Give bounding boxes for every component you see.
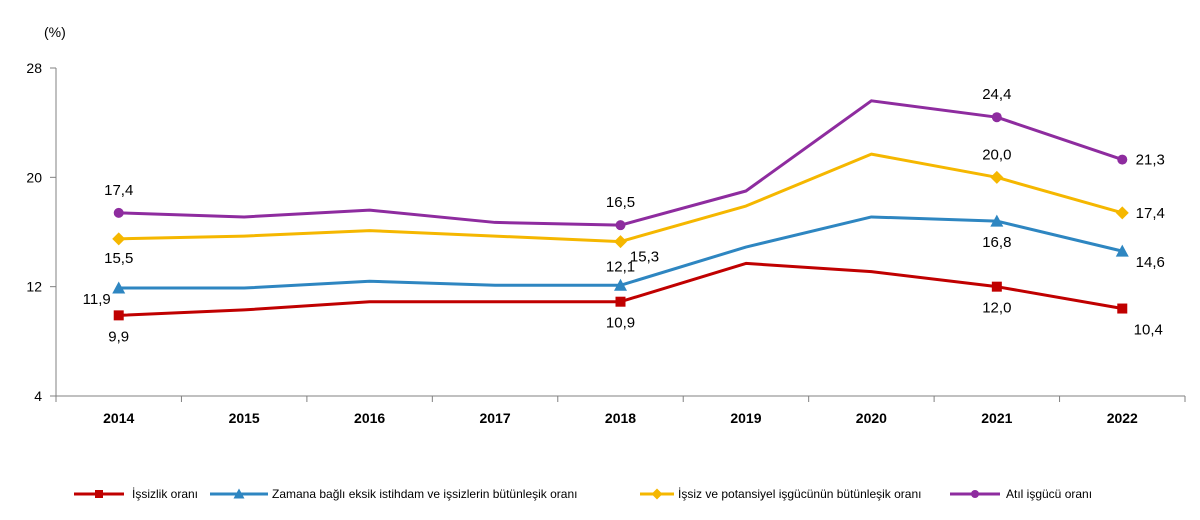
series-marker: [113, 207, 124, 218]
legend-item-2: Zamana bağlı eksik istihdam ve işsizleri…: [210, 487, 577, 501]
data-label: 17,4: [104, 182, 133, 199]
x-tick-label: 2018: [605, 410, 636, 426]
series-4: [113, 99, 1128, 231]
series-marker: [971, 490, 979, 498]
series-marker: [95, 490, 103, 498]
legend-label: İşsiz ve potansiyel işgücünün bütünleşik…: [678, 487, 921, 501]
y-tick-label: 28: [26, 60, 42, 76]
data-label: 15,3: [630, 249, 659, 266]
legend-label: Zamana bağlı eksik istihdam ve işsizleri…: [272, 487, 577, 501]
data-label: 14,6: [1136, 254, 1165, 271]
y-tick-label: 4: [34, 388, 42, 404]
series-marker: [112, 281, 126, 294]
series-3: [112, 152, 1129, 249]
series-marker: [113, 310, 124, 321]
data-label: 15,5: [104, 250, 133, 267]
data-label: 21,3: [1136, 152, 1165, 169]
series-marker: [233, 488, 245, 499]
data-label: 16,5: [606, 194, 635, 211]
series-marker: [1115, 244, 1129, 257]
data-label: 12,0: [982, 300, 1011, 317]
series-1: [113, 261, 1128, 321]
series-2: [112, 214, 1129, 294]
data-label: 9,9: [108, 328, 129, 345]
legend-label: Atıl işgücü oranı: [1006, 487, 1092, 501]
y-axis-unit-label: (%): [44, 24, 66, 40]
series-marker: [990, 214, 1004, 227]
legend-label: İşsizlik oranı: [132, 487, 198, 501]
legend-item-1: İşsizlik oranı: [74, 487, 198, 501]
legend-item-3: İşsiz ve potansiyel işgücünün bütünleşik…: [640, 487, 921, 501]
series-layer: [112, 99, 1129, 321]
data-label: 17,4: [1136, 205, 1165, 222]
data-label: 11,9: [83, 291, 111, 308]
x-tick-label: 2017: [479, 410, 510, 426]
series-marker: [1115, 206, 1129, 220]
series-marker: [614, 278, 627, 291]
data-label: 16,8: [982, 234, 1011, 251]
data-labels-layer: 9,9 10,9 12,0 10,4 11,9 12,1 16,8 14,6 15,5 15,3 2…: [83, 86, 1165, 345]
data-label: 24,4: [982, 86, 1011, 103]
series-marker: [990, 170, 1004, 184]
legend-item-4: Atıl işgücü oranı: [950, 487, 1092, 501]
x-tick-label: 2015: [229, 410, 260, 426]
data-label: 10,9: [606, 315, 635, 332]
series-marker: [615, 220, 626, 231]
series-marker: [614, 235, 627, 249]
x-tick-label: 2020: [856, 410, 887, 426]
x-tick-label: 2014: [103, 410, 134, 426]
data-label: 20,0: [982, 146, 1011, 163]
x-tick-label: 2022: [1107, 410, 1138, 426]
legend: İşsizlik oranı Zamana bağlı eksik istihda…: [74, 487, 1092, 501]
series-marker: [1117, 303, 1128, 314]
x-tick-label: 2019: [730, 410, 761, 426]
series-marker: [991, 112, 1002, 123]
series-marker: [1117, 154, 1128, 165]
y-tick-label: 20: [26, 169, 42, 185]
x-tick-label: 2021: [981, 410, 1012, 426]
y-tick-label: 12: [26, 279, 42, 295]
data-label: 10,4: [1134, 322, 1163, 339]
axes: 4 12 20 28 2014 2015 2016 2017 2018 2019 2020 2021 2…: [26, 60, 1186, 426]
data-label: 12,1: [606, 258, 635, 275]
series-marker: [615, 296, 626, 307]
x-tick-label: 2016: [354, 410, 385, 426]
series-marker: [991, 281, 1002, 292]
series-marker: [112, 232, 126, 246]
series-marker: [651, 488, 663, 500]
